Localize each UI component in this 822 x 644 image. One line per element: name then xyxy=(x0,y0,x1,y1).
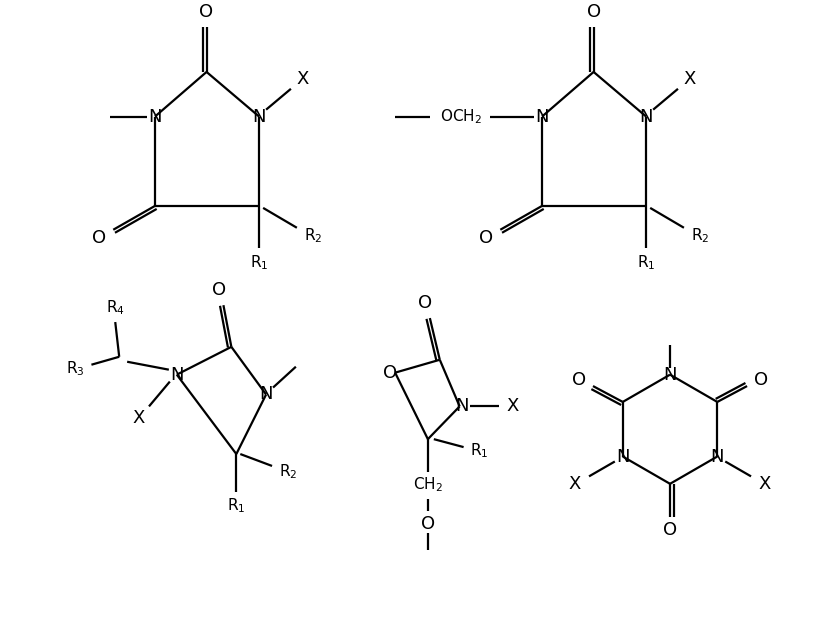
Text: R$_1$: R$_1$ xyxy=(250,253,269,272)
Text: O: O xyxy=(587,3,601,21)
Text: R$_2$: R$_2$ xyxy=(303,226,322,245)
Text: O: O xyxy=(200,3,214,21)
Text: O: O xyxy=(92,229,106,247)
Text: N: N xyxy=(170,366,183,384)
Text: N: N xyxy=(260,386,273,404)
Text: X: X xyxy=(506,397,519,415)
Text: N: N xyxy=(252,108,266,126)
Text: N: N xyxy=(640,108,653,126)
Text: O: O xyxy=(212,281,227,299)
Text: O: O xyxy=(418,294,432,312)
Text: X: X xyxy=(297,70,309,88)
Text: N: N xyxy=(616,448,630,466)
Text: N: N xyxy=(148,108,162,126)
Text: R$_2$: R$_2$ xyxy=(279,462,297,481)
Text: R$_3$: R$_3$ xyxy=(67,359,85,378)
Text: OCH$_2$: OCH$_2$ xyxy=(440,108,482,126)
Text: O: O xyxy=(572,371,586,389)
Text: N: N xyxy=(535,108,549,126)
Text: X: X xyxy=(684,70,696,88)
Text: R$_4$: R$_4$ xyxy=(106,298,125,316)
Text: X: X xyxy=(569,475,581,493)
Text: O: O xyxy=(383,364,397,382)
Text: R$_1$: R$_1$ xyxy=(637,253,655,272)
Text: O: O xyxy=(421,515,435,533)
Text: O: O xyxy=(479,229,493,247)
Text: R$_1$: R$_1$ xyxy=(227,497,246,515)
Text: N: N xyxy=(455,397,469,415)
Text: O: O xyxy=(754,371,768,389)
Text: X: X xyxy=(759,475,771,493)
Text: O: O xyxy=(663,522,677,540)
Text: CH$_2$: CH$_2$ xyxy=(413,475,443,494)
Text: R$_1$: R$_1$ xyxy=(470,442,489,460)
Text: N: N xyxy=(663,366,677,384)
Text: X: X xyxy=(133,410,145,428)
Text: N: N xyxy=(710,448,724,466)
Text: R$_2$: R$_2$ xyxy=(690,226,709,245)
